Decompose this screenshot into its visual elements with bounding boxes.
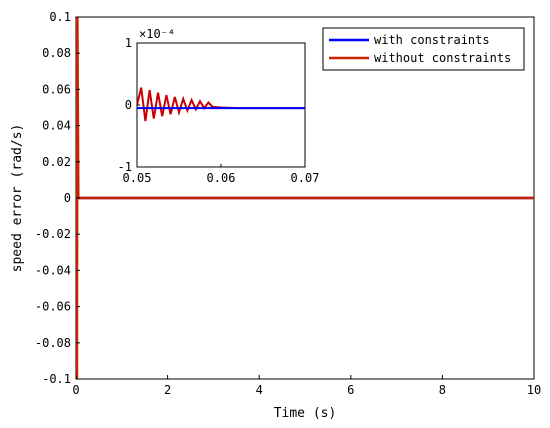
main-y-tick-label: -0.02 [35, 227, 71, 241]
main-x-tick-label: 6 [347, 383, 354, 397]
main-y-ticks: -0.1 -0.08 -0.06 -0.04 -0.02 0 0.02 0.04 0.06 0.0… [35, 10, 80, 386]
legend-box [322, 27, 525, 71]
inset-series-group [137, 87, 305, 122]
inset-y-ticks: -1 0 1 [118, 36, 140, 174]
main-y-tick-label: 0.08 [42, 46, 71, 60]
main-x-tick-label: 4 [256, 383, 263, 397]
main-y-tick-label: 0 [64, 191, 71, 205]
legend: with constraints without constraints [322, 27, 525, 71]
inset-y-exponent: ×10⁻⁴ [139, 27, 175, 41]
main-x-tick-label: 0 [72, 383, 79, 397]
legend-label-with-constraints: with constraints [374, 33, 490, 47]
main-x-tick-label: 10 [527, 383, 541, 397]
main-x-tick-label: 8 [439, 383, 446, 397]
x-axis-label: Time (s) [274, 406, 337, 421]
inset-plot-frame [136, 42, 306, 168]
main-y-tick-label: 0.06 [42, 82, 71, 96]
main-x-tick-label: 2 [164, 383, 171, 397]
main-y-tick-label: 0.02 [42, 155, 71, 169]
inset-x-tick-label: 0.06 [207, 171, 236, 185]
main-y-tick-label: 0.1 [49, 10, 71, 24]
main-y-tick-label: -0.08 [35, 336, 71, 350]
y-axis-label: speed error (rad/s) [10, 124, 25, 273]
inset-plot: 0.05 0.06 0.07 -1 0 1 ×10⁻⁴ [118, 27, 320, 185]
legend-label-without-constraints: without constraints [374, 51, 511, 65]
inset-y-tick-label: 1 [125, 36, 132, 50]
main-x-ticks: 0 2 4 6 8 10 [72, 375, 541, 397]
main-y-tick-label: -0.1 [42, 372, 71, 386]
inset-y-tick-label: 0 [125, 98, 132, 112]
inset-x-ticks: 0.05 0.06 0.07 [123, 164, 320, 185]
inset-x-tick-label: 0.05 [123, 171, 152, 185]
main-y-tick-label: -0.04 [35, 263, 71, 277]
main-series-line-without-constraints [76, 17, 534, 379]
main-y-tick-label: 0.04 [42, 119, 71, 133]
inset-x-tick-label: 0.07 [291, 171, 320, 185]
main-y-tick-label: -0.06 [35, 300, 71, 314]
inset-y-tick-label: -1 [118, 160, 132, 174]
inset-series-line-without-constraints [137, 87, 305, 122]
